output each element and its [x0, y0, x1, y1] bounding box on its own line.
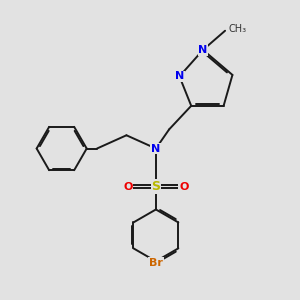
Text: O: O: [123, 182, 133, 192]
Text: O: O: [179, 182, 188, 192]
Text: Br: Br: [149, 258, 163, 268]
Text: N: N: [175, 71, 184, 81]
Text: N: N: [151, 143, 160, 154]
Text: N: N: [198, 45, 208, 55]
Text: S: S: [152, 180, 160, 193]
Text: CH₃: CH₃: [228, 24, 246, 34]
